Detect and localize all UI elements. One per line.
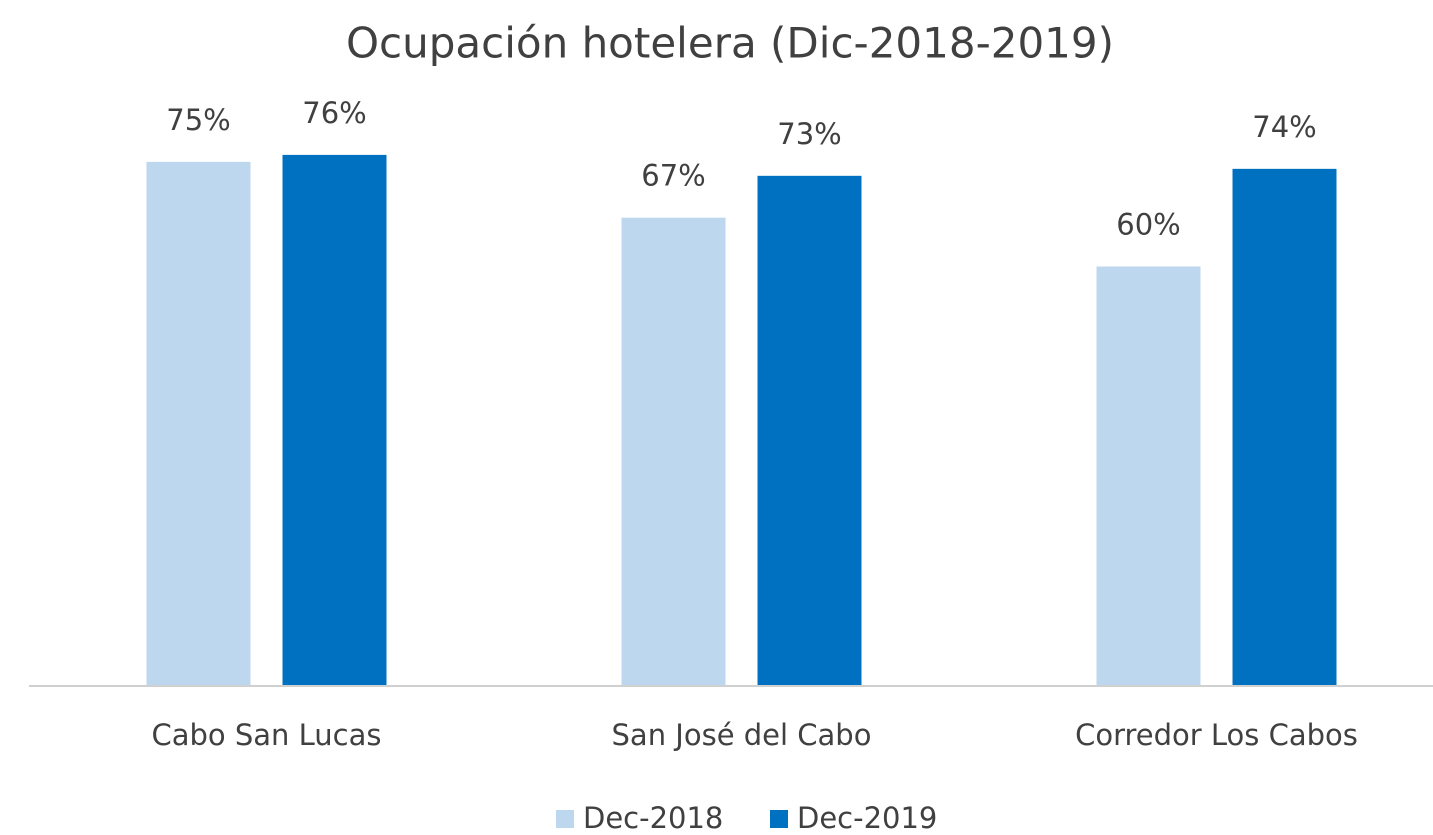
x-tick-label: Cabo San Lucas xyxy=(151,718,381,752)
bar xyxy=(146,161,251,685)
legend-swatch xyxy=(556,810,574,828)
data-label: 74% xyxy=(1252,110,1316,144)
bar xyxy=(1096,266,1201,685)
bar xyxy=(621,217,726,686)
legend-label: Dec-2018 xyxy=(583,801,723,835)
bar xyxy=(282,154,387,685)
legend-label: Dec-2019 xyxy=(797,801,937,835)
data-label: 76% xyxy=(302,96,366,130)
data-label: 60% xyxy=(1116,208,1180,242)
data-label: 75% xyxy=(166,103,230,137)
data-label: 73% xyxy=(777,117,841,151)
bar xyxy=(1232,168,1337,686)
x-tick-label: San José del Cabo xyxy=(612,718,872,752)
x-tick-label: Corredor Los Cabos xyxy=(1075,718,1358,752)
chart-title: Ocupación hotelera (Dic-2018-2019) xyxy=(346,19,1114,68)
bar xyxy=(757,175,862,685)
data-label: 67% xyxy=(641,159,705,193)
legend-swatch xyxy=(770,810,788,828)
